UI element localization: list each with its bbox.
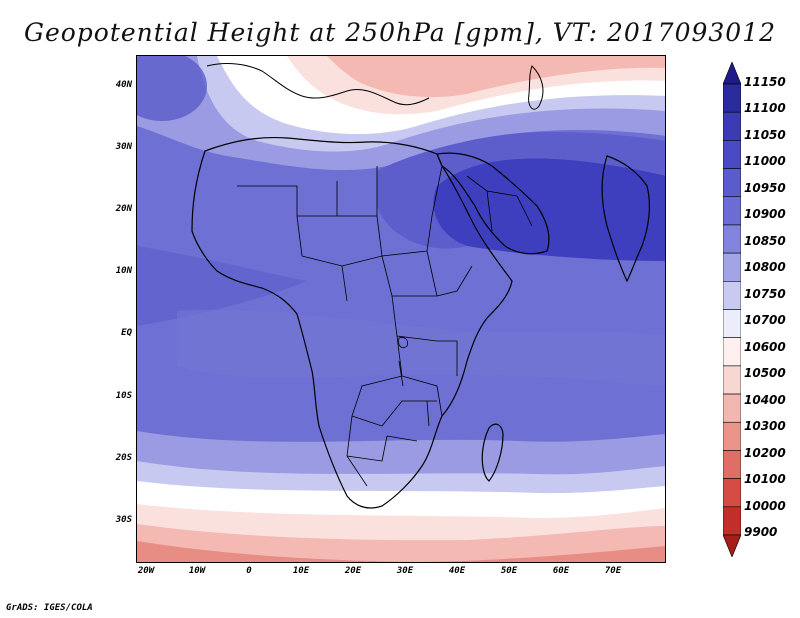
y-tick-10s: 10S <box>115 391 132 401</box>
x-tick-60e: 60E <box>552 566 570 576</box>
y-tick-20n: 20N <box>115 204 132 214</box>
colorbar-swatch-5 <box>723 196 741 226</box>
colorbar-swatch-7 <box>723 252 741 282</box>
arabia-borders <box>466 175 533 232</box>
cbar-label-10900: 10900 <box>744 207 786 221</box>
x-tick-10w: 10W <box>188 566 206 576</box>
x-tick-10e: 10E <box>292 566 310 576</box>
map-panel <box>136 55 666 563</box>
field-atlantic-blue <box>137 56 207 121</box>
colorbar-swatch-3 <box>723 140 741 169</box>
cbar-label-11100: 11100 <box>744 101 786 115</box>
colorbar-swatch-6 <box>723 224 741 254</box>
x-tick-70e: 70E <box>604 566 622 576</box>
cbar-label-9900: 9900 <box>744 525 778 539</box>
x-tick-50e: 50E <box>500 566 518 576</box>
y-tick-30s: 30S <box>115 515 132 525</box>
colorbar-swatch-4 <box>723 168 741 198</box>
madagascar-outline <box>481 423 504 482</box>
cbar-label-10000: 10000 <box>744 499 786 513</box>
cbar-label-10700: 10700 <box>744 313 786 327</box>
x-tick-20w: 20W <box>137 566 155 576</box>
colorbar-swatch-11 <box>723 365 741 395</box>
y-tick-eq: EQ <box>121 328 132 338</box>
field-south-red <box>137 541 665 562</box>
field-deep-blue <box>433 158 665 261</box>
cbar-label-10300: 10300 <box>744 419 786 433</box>
cbar-label-11050: 11050 <box>744 128 786 142</box>
cbar-label-11150: 11150 <box>744 75 786 89</box>
cbar-label-10200: 10200 <box>744 446 786 460</box>
cbar-label-10100: 10100 <box>744 472 786 486</box>
geopotential-field <box>137 56 665 562</box>
colorbar-swatch-14 <box>723 450 741 479</box>
cbar-label-10500: 10500 <box>744 366 786 380</box>
y-tick-30n: 30N <box>115 142 132 152</box>
x-tick-40e: 40E <box>448 566 466 576</box>
grads-footer: GrADS: IGES/COLA <box>6 603 93 613</box>
field-blue-ring <box>377 132 665 249</box>
lake-tanganyika <box>398 360 404 387</box>
colorbar-swatch-8 <box>723 281 741 310</box>
y-tick-10n: 10N <box>115 266 132 276</box>
colorbar-swatch-15 <box>723 478 741 508</box>
colorbar-swatch-2 <box>723 111 741 141</box>
africa-outline <box>191 137 513 509</box>
india-outline <box>601 155 651 283</box>
cbar-label-10400: 10400 <box>744 393 786 407</box>
colorbar-swatch-0 <box>723 62 741 85</box>
x-tick-0: 0 <box>246 566 252 576</box>
lake-malawi <box>426 400 430 427</box>
chart-title: Geopotential Height at 250hPa [gpm], VT:… <box>23 18 777 47</box>
x-tick-20e: 20E <box>344 566 362 576</box>
y-tick-20s: 20S <box>115 453 132 463</box>
x-tick-30e: 30E <box>396 566 414 576</box>
country-borders <box>237 165 473 487</box>
field-mid-blue-west <box>137 246 307 326</box>
arabia-outline <box>436 152 550 255</box>
field-light-blue-eq <box>177 310 665 386</box>
cbar-label-11000: 11000 <box>744 154 786 168</box>
colorbar-swatch-1 <box>723 83 741 113</box>
cbar-label-10850: 10850 <box>744 234 786 248</box>
y-tick-40n: 40N <box>115 80 132 90</box>
lake-victoria <box>398 337 408 349</box>
cbar-label-10800: 10800 <box>744 260 786 274</box>
colorbar-swatch-9 <box>723 309 741 338</box>
cbar-label-10950: 10950 <box>744 181 786 195</box>
field-south-light-red <box>137 524 665 562</box>
colorbar-swatch-10 <box>723 337 741 367</box>
colorbar <box>723 62 741 557</box>
caspian-coast <box>528 65 544 110</box>
mediterranean-coast <box>206 63 430 106</box>
colorbar-swatch-16 <box>723 506 741 536</box>
colorbar-swatch-13 <box>723 421 741 451</box>
cbar-label-10750: 10750 <box>744 287 786 301</box>
colorbar-swatch-12 <box>723 393 741 423</box>
field-north-light-red <box>327 56 665 98</box>
cbar-label-10600: 10600 <box>744 340 786 354</box>
colorbar-swatch-17 <box>723 534 741 557</box>
